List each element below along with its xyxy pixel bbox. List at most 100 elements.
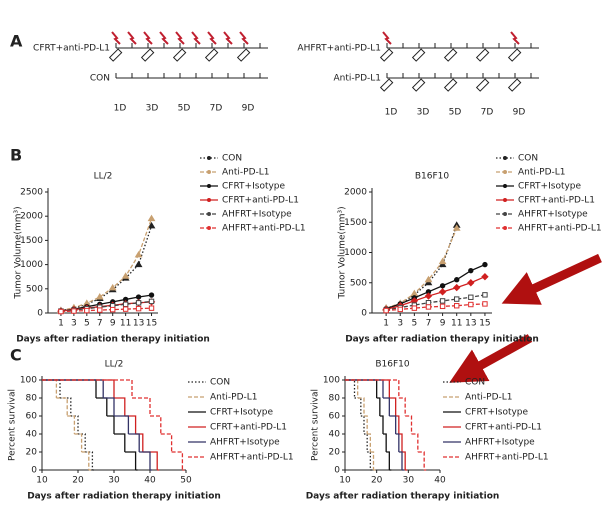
survival-step — [42, 379, 61, 398]
marker — [438, 260, 447, 268]
x-axis-label: Days after radiation therapy initiation — [27, 492, 221, 502]
marker — [84, 307, 90, 314]
injection-icon — [236, 48, 251, 62]
survival-step — [402, 451, 406, 470]
injection-icon — [443, 48, 458, 62]
survival-step — [171, 451, 184, 470]
legend-label: AHFRT+Isotype — [222, 210, 292, 220]
y-tick-label: 0 — [334, 466, 340, 476]
x-tick-label: 7 — [426, 319, 432, 329]
survival-step — [376, 397, 381, 416]
marker — [425, 304, 432, 310]
survival-step — [124, 415, 137, 434]
marker — [482, 292, 488, 298]
day-label: 9D — [242, 104, 255, 114]
x-tick-label: 15 — [479, 319, 490, 329]
marker — [452, 224, 461, 231]
survival-step — [70, 415, 79, 434]
x-tick-label: 11 — [120, 319, 131, 329]
x-tick-label: 10 — [339, 476, 351, 486]
x-tick-label: 40 — [434, 476, 446, 486]
x-tick-label: 30 — [403, 476, 415, 486]
survival-step — [85, 451, 94, 470]
legend-label: CON — [465, 378, 485, 388]
survival-step — [398, 397, 406, 416]
radiation-icon — [143, 31, 153, 45]
legend-label: AHFRT+anti-PD-L1 — [222, 224, 306, 234]
legend-marker — [503, 226, 507, 230]
survival-step — [364, 415, 368, 434]
radiation-icon — [111, 31, 121, 45]
injection-icon — [172, 48, 187, 62]
x-axis-label: Days after radiation therapy initiation — [345, 335, 539, 345]
legend-marker — [503, 170, 507, 174]
chart-title: B16F10 — [375, 360, 410, 370]
x-tick-label: 20 — [72, 476, 84, 486]
arrow — [449, 334, 533, 383]
survival-step — [103, 397, 115, 416]
survival-step — [379, 415, 384, 434]
legend-label: CFRT+anti-PD-L1 — [518, 196, 595, 206]
survival-step — [389, 415, 397, 434]
marker — [397, 306, 403, 313]
day-label: 5D — [178, 104, 191, 114]
y-axis-label: Tumor Volume(mm³) — [338, 206, 348, 299]
marker — [122, 301, 129, 307]
x-tick-label: 5 — [84, 319, 90, 329]
x-tick-label: 3 — [397, 319, 403, 329]
day-label: 1D — [385, 108, 398, 118]
injection-icon — [379, 48, 394, 62]
injection-icon — [140, 48, 155, 62]
day-label: 3D — [146, 104, 159, 114]
legend-label: CFRT+anti-PD-L1 — [465, 423, 542, 433]
legend-label: AHFRT+anti-PD-L1 — [518, 224, 602, 234]
arrow — [501, 253, 602, 305]
legend-marker — [503, 212, 507, 216]
row-label: CON — [90, 74, 110, 84]
row-label: CFRT+anti-PD-L1 — [33, 44, 110, 54]
survival-step — [114, 397, 126, 416]
x-tick-label: 50 — [180, 476, 192, 486]
legend-marker — [503, 156, 507, 160]
marker — [122, 306, 129, 312]
legend-label: CFRT+Isotype — [210, 408, 274, 418]
chart-title: LL/2 — [105, 360, 124, 370]
marker — [424, 292, 433, 300]
panel-label: A — [10, 32, 23, 51]
radiation-icon — [510, 31, 520, 45]
marker — [424, 278, 433, 286]
injection-icon — [507, 78, 522, 92]
x-tick-label: 1 — [58, 319, 64, 329]
survival-step — [383, 397, 390, 416]
marker — [97, 307, 103, 313]
marker — [95, 293, 104, 300]
x-tick-label: 13 — [133, 319, 144, 329]
survival-step — [139, 451, 151, 470]
injection-icon — [204, 48, 219, 62]
survival-step — [74, 433, 83, 452]
day-label: 3D — [417, 108, 430, 118]
day-label: 1D — [114, 104, 127, 114]
injection-icon — [507, 48, 522, 62]
survival-step — [150, 415, 162, 434]
survival-step — [42, 379, 58, 398]
survival-step — [60, 397, 72, 416]
marker — [452, 283, 461, 292]
survival-step — [114, 433, 126, 452]
y-tick-label: 80 — [329, 394, 341, 404]
survival-step — [411, 433, 419, 452]
marker — [148, 298, 155, 305]
day-label: 9D — [513, 108, 526, 118]
legend-label: CFRT+Isotype — [518, 182, 582, 192]
marker — [411, 305, 418, 311]
y-axis-label: Percent survival — [311, 389, 321, 461]
y-tick-label: 80 — [26, 394, 38, 404]
legend-label: CFRT+anti-PD-L1 — [222, 196, 299, 206]
series-line — [60, 218, 153, 312]
radiation-icon — [127, 31, 137, 45]
survival-step — [398, 451, 403, 470]
injection-icon — [411, 48, 426, 62]
marker — [148, 292, 155, 298]
marker — [468, 267, 474, 274]
